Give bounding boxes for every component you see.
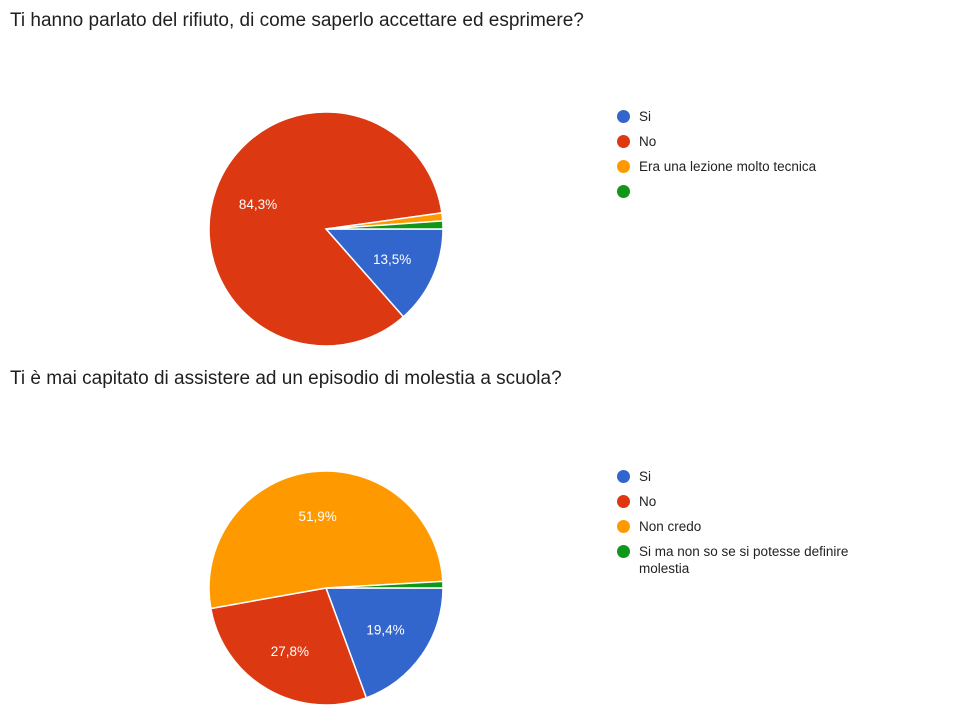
chart-title: Ti è mai capitato di assistere ad un epi… bbox=[10, 368, 562, 389]
chart-legend: Si No Era una lezione molto tecnica bbox=[617, 108, 939, 208]
legend-label: Non credo bbox=[639, 519, 702, 534]
legend-swatch bbox=[617, 110, 630, 123]
legend-item[interactable]: Si bbox=[617, 108, 939, 125]
legend-swatch bbox=[617, 160, 630, 173]
slice-data-label: 13,5% bbox=[373, 252, 411, 267]
pie-slice[interactable] bbox=[208, 470, 444, 610]
legend-item[interactable]: Era una lezione molto tecnica bbox=[617, 158, 939, 175]
slice-data-label: 27,8% bbox=[271, 644, 309, 659]
pie-slice[interactable] bbox=[324, 587, 444, 699]
legend-item[interactable]: Si bbox=[617, 468, 939, 485]
legend-label: No bbox=[639, 494, 657, 509]
legend-item[interactable]: Non credo bbox=[617, 518, 939, 535]
pie-slice[interactable] bbox=[208, 111, 443, 347]
legend-label: Si bbox=[639, 109, 652, 124]
legend-label: Si ma non so se si potesse definire mole… bbox=[639, 544, 849, 576]
legend-item[interactable]: Si ma non so se si potesse definire mole… bbox=[617, 543, 939, 577]
legend-item[interactable] bbox=[617, 183, 939, 200]
chart-legend: Si No Non credo Si ma non so se si potes… bbox=[617, 468, 939, 585]
chart-title: Ti hanno parlato del rifiuto, di come sa… bbox=[10, 10, 584, 31]
pie-slice[interactable] bbox=[325, 580, 444, 589]
pie-slice[interactable] bbox=[325, 220, 444, 230]
legend-swatch bbox=[617, 135, 630, 148]
pie-chart-molestia: Ti è mai capitato di assistere ad un epi… bbox=[0, 360, 954, 715]
slice-data-label: 51,9% bbox=[298, 509, 336, 524]
legend-item[interactable]: No bbox=[617, 493, 939, 510]
legend-swatch bbox=[617, 520, 630, 533]
slice-data-label: 19,4% bbox=[366, 623, 404, 638]
legend-swatch bbox=[617, 185, 630, 198]
pie-svg: 19,4% 27,8% 51,9% bbox=[208, 470, 444, 706]
legend-label: No bbox=[639, 134, 657, 149]
legend-swatch bbox=[617, 545, 630, 558]
slice-data-label: 84,3% bbox=[239, 197, 277, 212]
legend-swatch bbox=[617, 470, 630, 483]
legend-label: Si bbox=[639, 469, 652, 484]
pie-slice[interactable] bbox=[324, 228, 444, 318]
pie-svg: 13,5% 84,3% bbox=[208, 111, 444, 347]
legend-label: Era una lezione molto tecnica bbox=[639, 159, 817, 174]
pie-chart-rifiuto: Ti hanno parlato del rifiuto, di come sa… bbox=[10, 10, 939, 347]
legend-item[interactable]: No bbox=[617, 133, 939, 150]
legend-swatch bbox=[617, 495, 630, 508]
pie-slice[interactable] bbox=[209, 587, 368, 706]
